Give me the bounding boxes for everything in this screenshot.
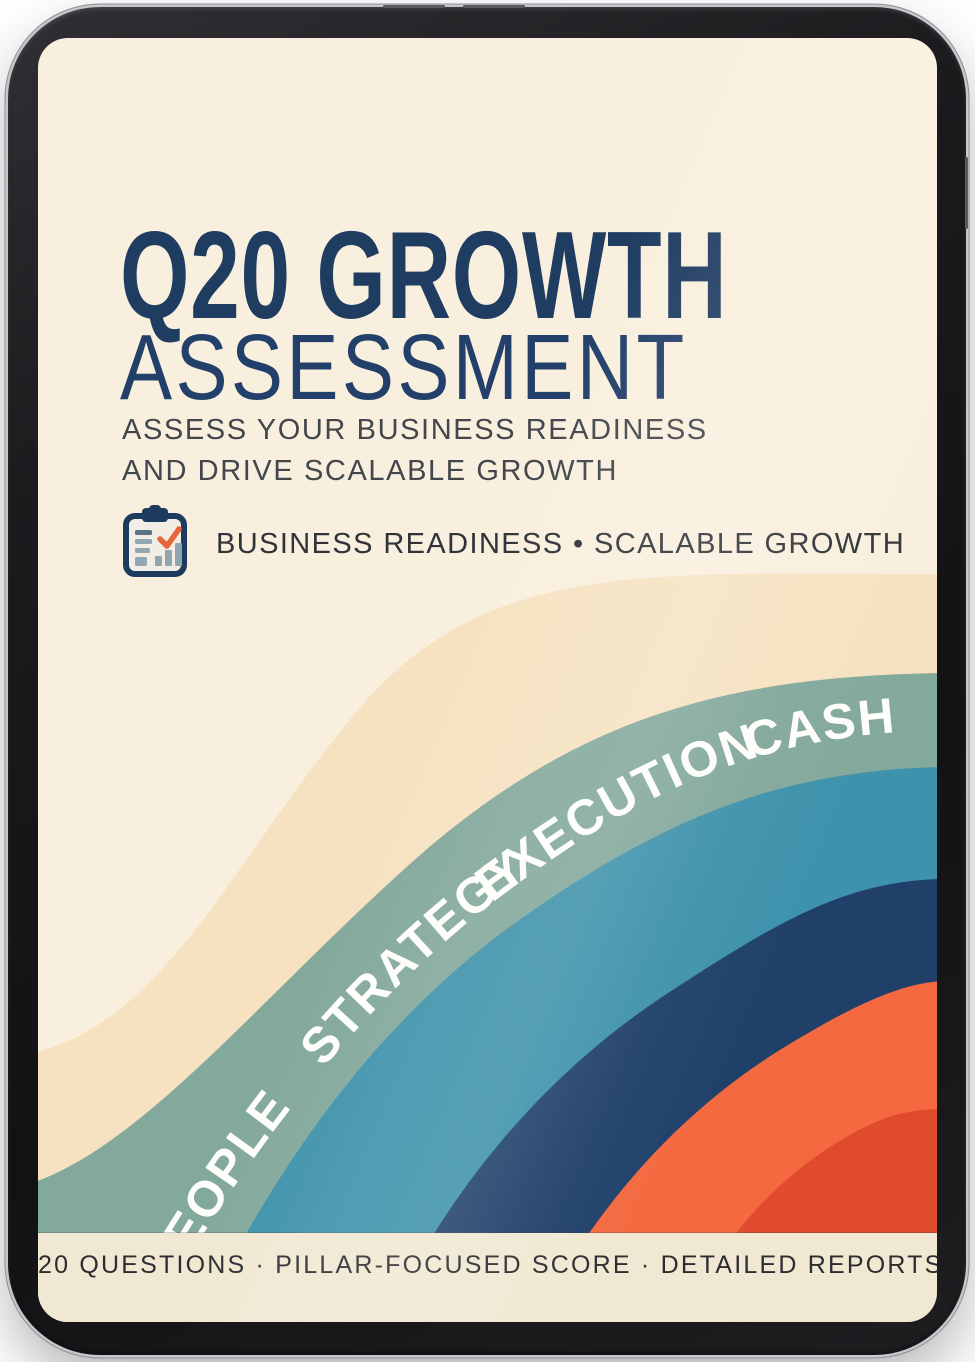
tablet-screen: PEOPLE STRATEGY EXECUTION CASH Q20 GROWT… xyxy=(38,38,937,1322)
badge-row: BUSINESS READINESS • SCALABLE GROWTH xyxy=(118,504,905,580)
page-title: Q20 GROWTH xyxy=(120,207,728,345)
subtitle-line2: AND DRIVE SCALABLE GROWTH xyxy=(122,455,619,487)
tablet-top-button xyxy=(383,5,445,8)
footer-bar: 20 QUESTIONS · PILLAR-FOCUSED SCORE · DE… xyxy=(38,1233,937,1322)
subtitle-line1: ASSESS YOUR BUSINESS READINESS xyxy=(122,414,708,446)
footer-text: 20 QUESTIONS · PILLAR-FOCUSED SCORE · DE… xyxy=(38,1251,937,1279)
page-title-line2: ASSESSMENT xyxy=(120,315,688,419)
tablet-frame: PEOPLE STRATEGY EXECUTION CASH Q20 GROWT… xyxy=(8,5,968,1355)
subtitle: ASSESS YOUR BUSINESS READINESS AND DRIVE… xyxy=(122,410,708,492)
pillar-wave-graphic: PEOPLE STRATEGY EXECUTION CASH xyxy=(38,573,937,1322)
tablet-side-button xyxy=(965,157,968,229)
badge-text: BUSINESS READINESS • SCALABLE GROWTH xyxy=(216,527,906,560)
clipboard-checklist-icon xyxy=(123,505,187,577)
tablet-top-button xyxy=(463,5,525,8)
